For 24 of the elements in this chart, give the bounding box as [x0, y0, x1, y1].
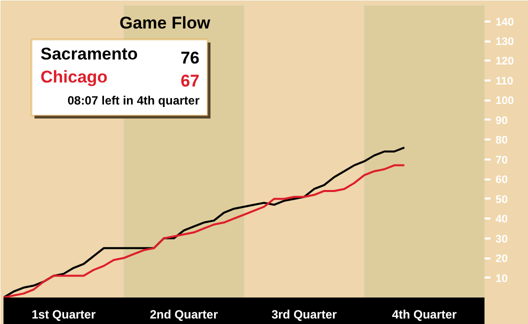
y-tick-label: 100	[496, 95, 514, 108]
x-tick-label: 4th Quarter	[392, 308, 458, 322]
y-tick-label: 130	[496, 36, 514, 48]
x-tick-label: 1st Quarter	[32, 308, 96, 322]
y-tick-label: 30	[496, 233, 508, 246]
y-tick-label: 70	[496, 154, 508, 166]
y-tick-label: 20	[496, 253, 508, 266]
x-tick-label: 3rd Quarter	[271, 308, 338, 322]
text: Sacramento	[40, 44, 138, 64]
y-tick-label: 50	[496, 194, 508, 206]
y-tick-label: 40	[496, 214, 508, 226]
y-tick-label: 80	[496, 134, 508, 147]
y-tick-label: 90	[496, 114, 508, 127]
text: Chicago	[40, 68, 108, 86]
y-tick-label: 140	[496, 16, 514, 28]
y-tick-label: 10	[496, 272, 508, 285]
annotation: 08:07 left in 4th quarter	[67, 94, 200, 108]
text: Game Flow	[120, 14, 211, 32]
annotation: 76	[180, 48, 200, 68]
y-tick-label: 120	[496, 56, 514, 68]
y-tick-label: 110	[496, 75, 514, 88]
x-tick-label: 2nd Quarter	[150, 308, 218, 322]
annotation: 67	[180, 72, 200, 90]
y-tick-label: 60	[496, 174, 508, 186]
